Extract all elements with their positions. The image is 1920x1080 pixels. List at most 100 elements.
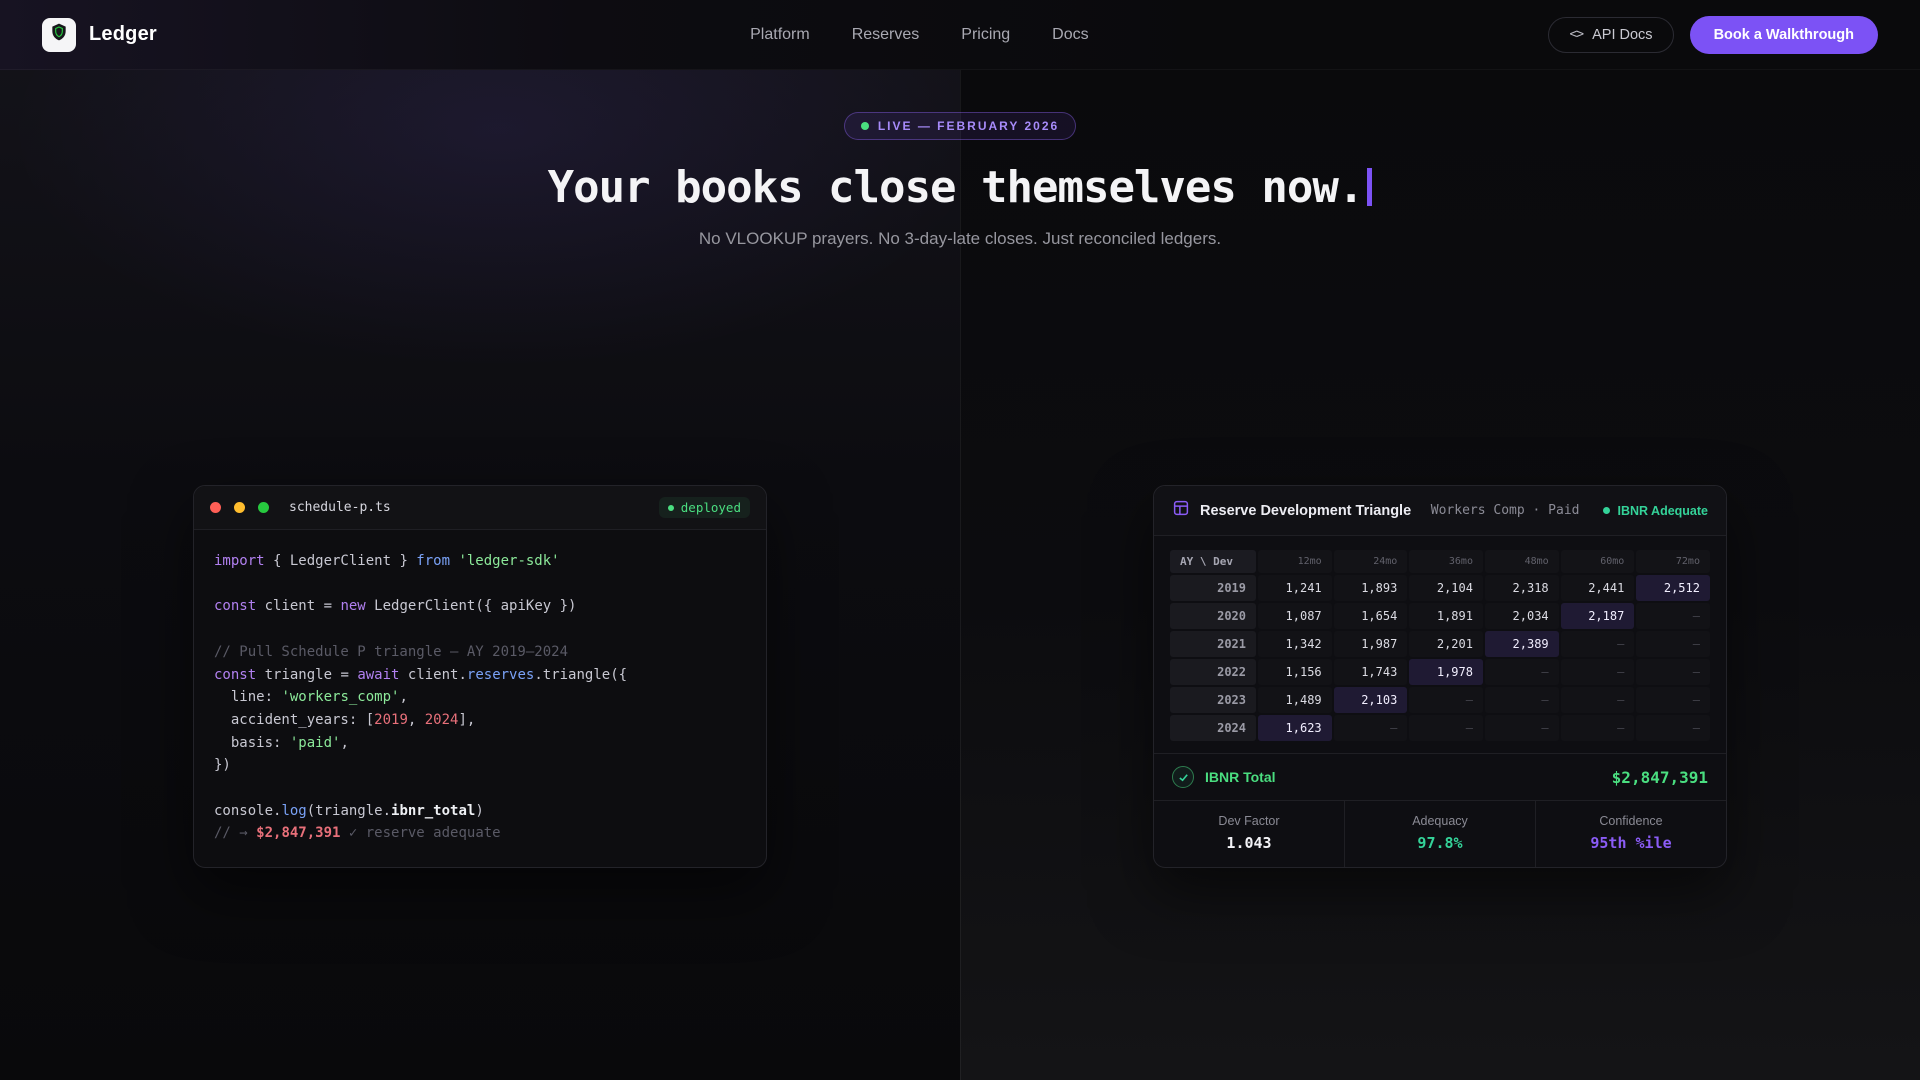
ibnr-total-label: IBNR Total	[1205, 769, 1276, 785]
center-divider	[960, 70, 961, 1080]
code-brackets-icon: <>	[1569, 27, 1584, 42]
book-walkthrough-button[interactable]: Book a Walkthrough	[1689, 15, 1878, 54]
code-line: basis: 'paid',	[214, 734, 349, 751]
nav-link-platform[interactable]: Platform	[750, 25, 810, 43]
triangle-empty-cell: –	[1560, 687, 1635, 713]
triangle-value-cell: 2,104	[1409, 575, 1483, 601]
status-dot-icon	[1603, 507, 1611, 514]
triangle-value-cell: 2,187	[1560, 603, 1635, 629]
triangle-empty-cell: –	[1409, 687, 1483, 713]
hero-title: Your books close themselves now.	[0, 162, 1920, 213]
code-line: import { LedgerClient } from 'ledger-sdk…	[214, 553, 560, 569]
triangle-empty-cell: –	[1409, 715, 1483, 741]
text-cursor	[1367, 168, 1373, 206]
dev-column-header: 60mo	[1560, 550, 1635, 573]
status-dot-icon	[667, 504, 674, 511]
triangle-empty-cell: –	[1333, 715, 1408, 741]
api-docs-label: API Docs	[1592, 26, 1653, 43]
triangle-empty-cell: –	[1484, 659, 1559, 685]
nav-link-reserves[interactable]: Reserves	[851, 25, 920, 43]
code-line	[214, 777, 746, 800]
code-editor-titlebar: schedule-p.ts deployed	[194, 486, 766, 530]
check-circle-icon	[1172, 766, 1194, 788]
triangle-value-cell: 1,087	[1258, 603, 1332, 629]
stat-value: 95th %ile	[1590, 834, 1672, 852]
code-line: // Pull Schedule P triangle — AY 2019–20…	[214, 643, 569, 660]
window-maximize-icon	[258, 502, 269, 513]
accident-year-label: 2019	[1170, 575, 1256, 601]
brand-name: Ledger	[89, 23, 157, 45]
shield-icon	[49, 22, 69, 47]
triangle-empty-cell: –	[1560, 715, 1635, 741]
triangle-empty-cell: –	[1636, 603, 1710, 629]
triangle-value-cell: 1,241	[1258, 575, 1332, 601]
code-line: const client = new LedgerClient({ apiKey…	[214, 598, 577, 615]
window-minimize-icon	[234, 502, 245, 513]
nav-actions: <> API Docs Book a Walkthrough	[1548, 15, 1878, 54]
nav-link-pricing[interactable]: Pricing	[961, 25, 1011, 43]
deployed-label: deployed	[680, 500, 741, 515]
stat-label: Dev Factor	[1218, 814, 1280, 828]
triangle-empty-cell: –	[1560, 659, 1635, 685]
stat-label: Confidence	[1599, 814, 1663, 828]
live-badge-label: LIVE — FEBRUARY 2026	[877, 119, 1060, 133]
triangle-value-cell: 1,156	[1258, 659, 1332, 685]
stat-dev-factor: Dev Factor 1.043	[1154, 801, 1344, 867]
live-dot-icon	[860, 122, 869, 130]
nav-link-docs[interactable]: Docs	[1052, 25, 1089, 43]
nav-links: Platform Reserves Pricing Docs	[750, 26, 1089, 44]
code-line	[214, 618, 746, 641]
ibnr-status-label: IBNR Adequate	[1617, 503, 1708, 518]
triangle-value-cell: 2,318	[1484, 575, 1559, 601]
hero-subtitle: No VLOOKUP prayers. No 3-day-late closes…	[698, 229, 1222, 248]
dev-column-header: 12mo	[1258, 550, 1332, 573]
triangle-value-cell: 2,201	[1409, 631, 1483, 657]
code-line: accident_years: [2019, 2024],	[214, 711, 476, 728]
line-basis-label: Workers Comp · Paid	[1430, 503, 1580, 518]
brand[interactable]: Ledger	[42, 17, 157, 52]
triangle-empty-cell: –	[1636, 687, 1710, 713]
triangle-empty-cell: –	[1560, 631, 1635, 657]
deployed-badge: deployed	[658, 497, 750, 518]
triangle-value-cell: 1,654	[1333, 603, 1408, 629]
stat-adequacy: Adequacy 97.8%	[1344, 801, 1535, 867]
ibnr-status-badge: IBNR Adequate	[1603, 504, 1708, 518]
stat-value: 97.8%	[1417, 834, 1463, 852]
stats-row: Dev Factor 1.043 Adequacy 97.8% Confiden…	[1154, 800, 1726, 867]
triangle-value-cell: 1,623	[1258, 715, 1332, 741]
triangle-value-cell: 1,342	[1258, 631, 1332, 657]
feature-cards-row: schedule-p.ts deployed import { LedgerCl…	[0, 485, 1920, 869]
triangle-empty-cell: –	[1636, 659, 1710, 685]
triangle-table-wrap: AY \ Dev 12mo 24mo 36mo 48mo 60mo 72mo 2019 1,24…	[1154, 536, 1726, 753]
accident-year-label: 2024	[1170, 715, 1256, 741]
code-line: console.log(triangle.ibnr_total)	[214, 802, 484, 819]
ibnr-total-value: $2,847,391	[1611, 767, 1708, 787]
accident-year-label: 2021	[1170, 631, 1256, 657]
triangle-empty-cell: –	[1484, 687, 1559, 713]
triangle-value-cell: 2,103	[1333, 687, 1408, 713]
stat-confidence: Confidence 95th %ile	[1535, 801, 1726, 867]
left-half: schedule-p.ts deployed import { LedgerCl…	[0, 485, 960, 869]
stat-label: Adequacy	[1412, 814, 1468, 828]
table-corner-label: AY \ Dev	[1170, 550, 1256, 573]
api-docs-button[interactable]: <> API Docs	[1548, 16, 1674, 53]
triangle-table: AY \ Dev 12mo 24mo 36mo 48mo 60mo 72mo 2019 1,24…	[1170, 550, 1710, 741]
logo	[42, 17, 76, 52]
code-editor-card: schedule-p.ts deployed import { LedgerCl…	[193, 485, 767, 869]
right-half: Reserve Development Triangle Workers Com…	[960, 485, 1920, 869]
triangle-value-cell: 2,034	[1484, 603, 1559, 629]
accident-year-label: 2020	[1170, 603, 1256, 629]
triangle-value-cell: 2,389	[1484, 631, 1559, 657]
triangle-value-cell: 1,489	[1258, 687, 1332, 713]
dev-column-header: 36mo	[1409, 550, 1483, 573]
stat-value: 1.043	[1226, 834, 1272, 852]
window-close-icon	[210, 502, 221, 513]
ibnr-total-row: IBNR Total $2,847,391	[1154, 753, 1726, 800]
code-line: })	[214, 757, 231, 774]
code-line	[214, 573, 746, 596]
triangle-value-cell: 1,987	[1333, 631, 1408, 657]
accident-year-label: 2022	[1170, 659, 1256, 685]
triangle-value-cell: 1,893	[1333, 575, 1408, 601]
triangle-card-title: Reserve Development Triangle	[1200, 502, 1412, 519]
